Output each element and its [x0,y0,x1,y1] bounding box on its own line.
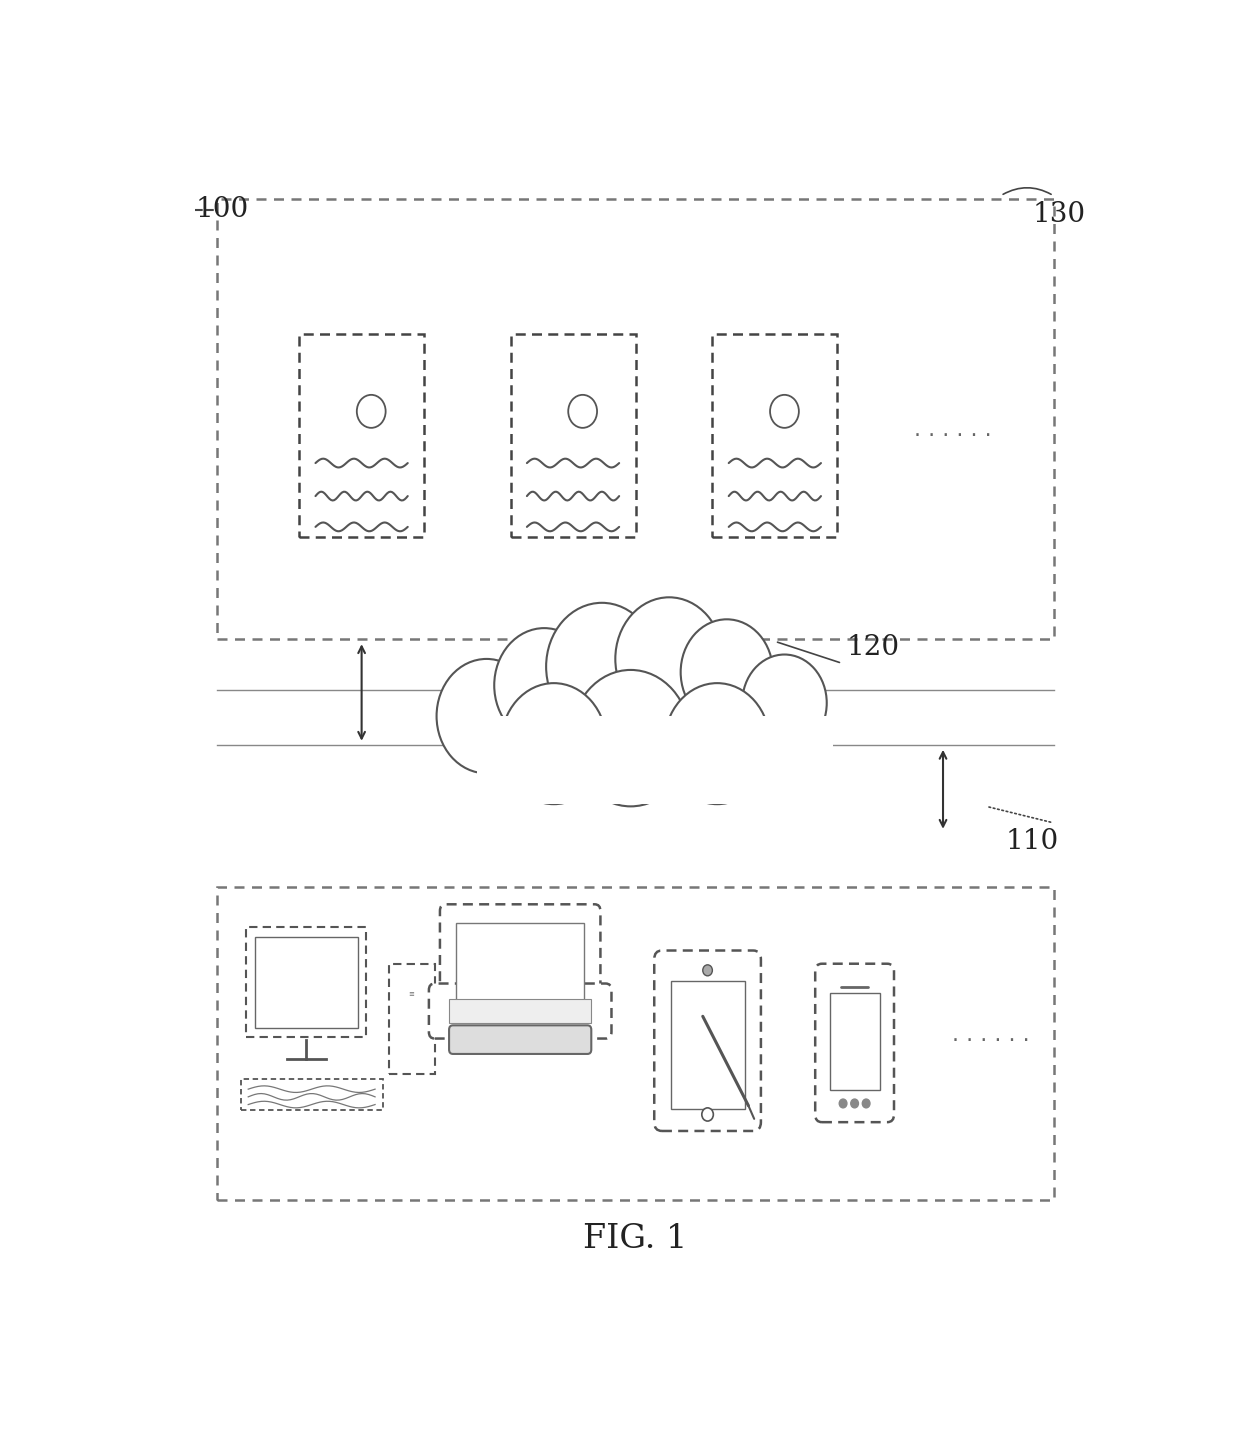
Circle shape [681,619,773,725]
Bar [830,993,879,1090]
Circle shape [436,659,537,773]
Text: 110: 110 [1006,829,1058,856]
Circle shape [546,603,657,730]
Circle shape [572,670,691,806]
Circle shape [681,619,773,725]
Circle shape [703,965,712,976]
Circle shape [770,394,799,427]
Circle shape [665,683,770,805]
Bar [255,937,358,1027]
Bar [511,334,635,537]
Circle shape [851,1099,858,1107]
Bar [241,1079,383,1110]
Text: 130: 130 [1032,201,1085,229]
Circle shape [743,654,827,752]
Bar [217,886,1054,1200]
Bar [671,982,744,1109]
Text: · · · · · ·: · · · · · · [952,1030,1030,1050]
Circle shape [702,1107,713,1122]
Circle shape [357,394,386,427]
Text: FIG. 1: FIG. 1 [583,1223,688,1255]
Circle shape [615,597,723,720]
FancyBboxPatch shape [440,905,600,1033]
Circle shape [495,629,594,743]
Text: 120: 120 [847,634,900,662]
Circle shape [436,659,537,773]
Circle shape [615,597,723,720]
Circle shape [665,683,770,805]
Text: 100: 100 [196,196,248,223]
Bar [388,963,435,1073]
FancyBboxPatch shape [429,983,611,1039]
Bar [456,923,584,1015]
Circle shape [862,1099,870,1107]
Circle shape [572,670,691,806]
Circle shape [495,629,594,743]
Text: · · · · · ·: · · · · · · [914,426,992,446]
Bar [217,199,1054,639]
FancyBboxPatch shape [815,963,894,1122]
Circle shape [568,394,596,427]
Bar [299,334,424,537]
Circle shape [839,1099,847,1107]
Circle shape [501,683,606,805]
Text: ≡: ≡ [409,992,414,997]
Bar [449,999,591,1023]
Bar [713,334,837,537]
Bar [247,927,367,1037]
FancyBboxPatch shape [655,950,761,1130]
Circle shape [501,683,606,805]
Circle shape [743,654,827,752]
Bar [477,716,832,805]
Circle shape [546,603,657,730]
FancyBboxPatch shape [449,1026,591,1055]
